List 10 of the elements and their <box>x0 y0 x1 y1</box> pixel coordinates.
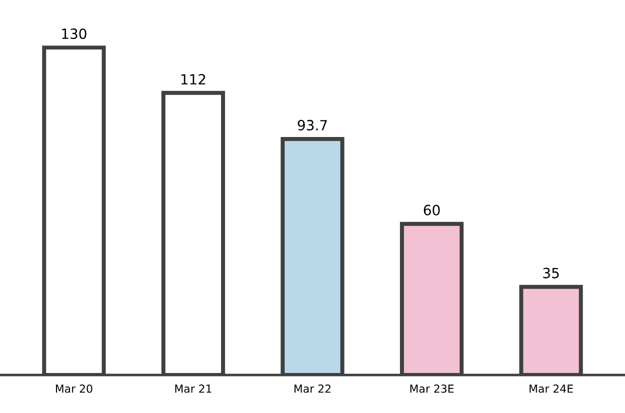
x-tick-label: Mar 21 <box>175 384 212 393</box>
data-label: 60 <box>424 204 440 216</box>
data-label: 93.7 <box>298 120 327 130</box>
data-label: 35 <box>543 268 559 278</box>
x-tick-label: Mar 20 <box>56 384 92 393</box>
x-tick-label: Mar 24E <box>530 384 573 393</box>
data-label: 112 <box>181 74 206 84</box>
x-tick-label: Mar 22 <box>294 384 330 393</box>
data-label: 130 <box>62 28 86 40</box>
x-tick-label: Mar 23E <box>410 384 454 393</box>
